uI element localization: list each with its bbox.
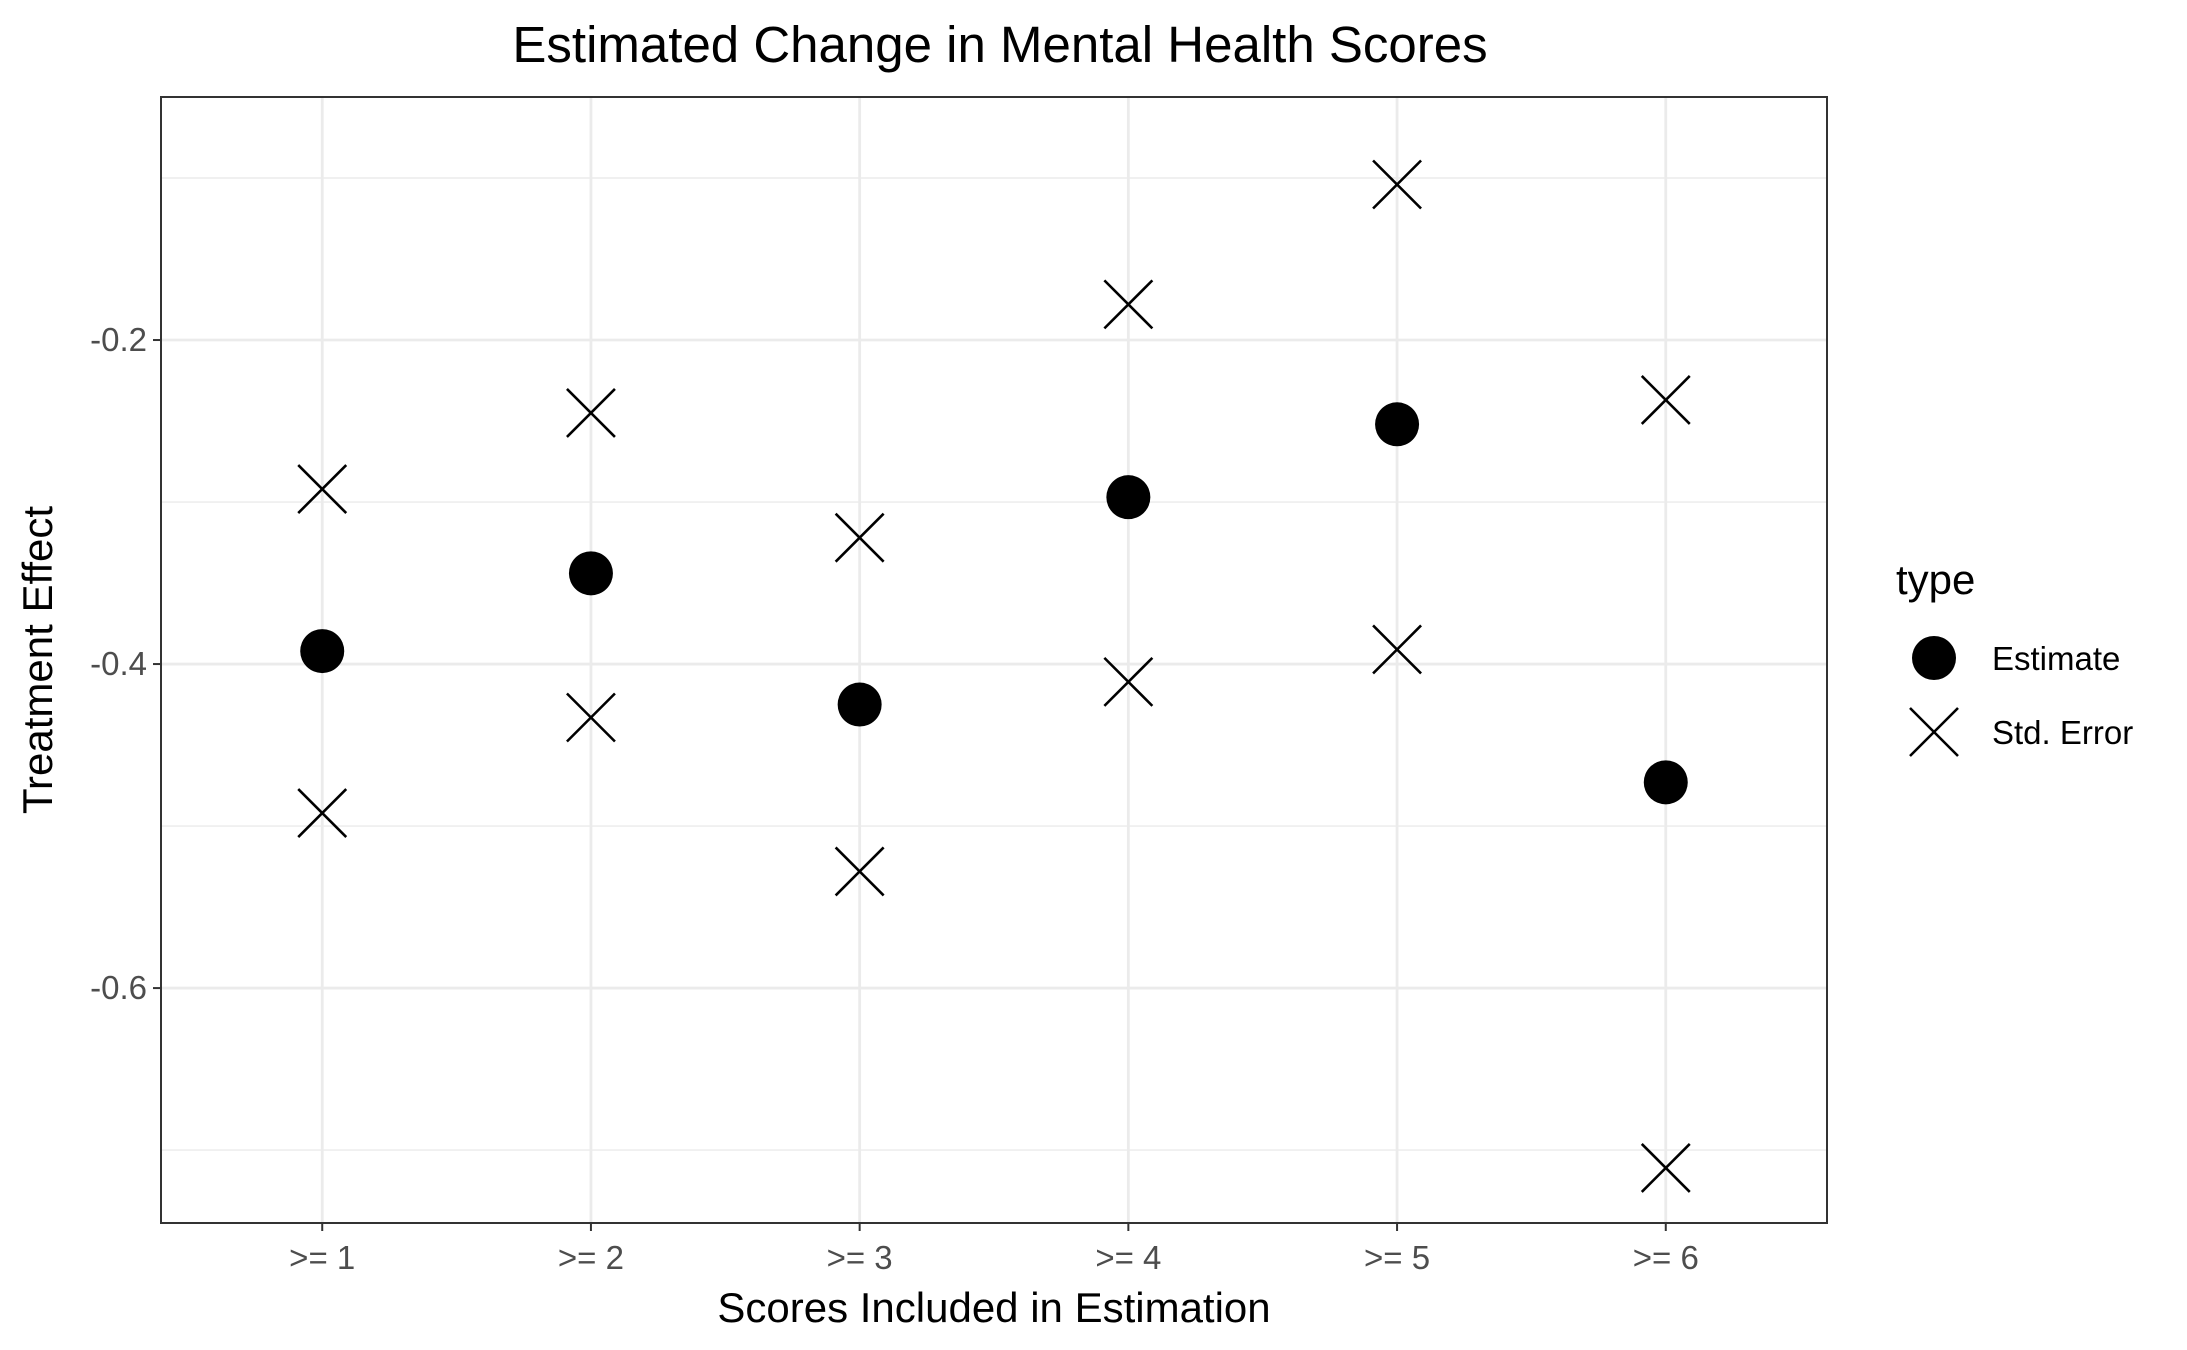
std-error-point [1372, 624, 1422, 675]
legend-label-estimate: Estimate [1992, 640, 2120, 677]
plot-panel-border [160, 96, 1828, 1224]
std-error-point [1103, 656, 1154, 707]
estimate-point [1643, 760, 1688, 805]
y-axis: -0.6 -0.4 -0.2 [90, 321, 161, 1006]
std-error-point [834, 512, 885, 563]
std-error-point [834, 846, 885, 897]
legend-key-std-error [1909, 707, 1959, 757]
grid [161, 97, 1827, 1223]
y-tick-label: -0.2 [90, 321, 147, 358]
x-tick-label: >= 5 [1364, 1239, 1430, 1276]
x-tick-label: >= 1 [289, 1239, 355, 1276]
chart-title: Estimated Change in Mental Health Scores [512, 16, 1487, 73]
std-error-point [1640, 375, 1691, 425]
std-error-point [1103, 279, 1154, 330]
std-error-point [297, 788, 348, 839]
x-axis: >= 1 >= 2 >= 3 >= 4 >= 5 >= 6 [289, 1223, 1699, 1276]
std-error-point [1640, 1142, 1691, 1193]
estimate-point [1375, 402, 1420, 447]
legend-title: type [1896, 556, 1975, 603]
x-tick-label: >= 6 [1633, 1239, 1699, 1276]
y-tick-label: -0.6 [90, 969, 147, 1006]
y-axis-title: Treatment Effect [14, 506, 61, 814]
estimate-point [1106, 475, 1151, 520]
legend: type Estimate Std. Error [1896, 556, 2133, 757]
x-axis-title: Scores Included in Estimation [717, 1284, 1270, 1331]
data-points [297, 159, 1691, 1193]
std-error-point [297, 464, 348, 514]
x-tick-label: >= 4 [1095, 1239, 1161, 1276]
std-error-point [1372, 159, 1422, 210]
legend-label-std-error: Std. Error [1992, 714, 2133, 751]
estimate-point [837, 682, 882, 727]
estimate-point [300, 629, 345, 674]
x-tick-label: >= 2 [558, 1239, 624, 1276]
y-tick-label: -0.4 [90, 645, 147, 682]
std-error-point [566, 692, 616, 743]
std-error-point [566, 388, 616, 438]
x-tick-label: >= 3 [827, 1239, 893, 1276]
estimate-point [568, 551, 613, 596]
legend-key-estimate [1912, 636, 1956, 680]
